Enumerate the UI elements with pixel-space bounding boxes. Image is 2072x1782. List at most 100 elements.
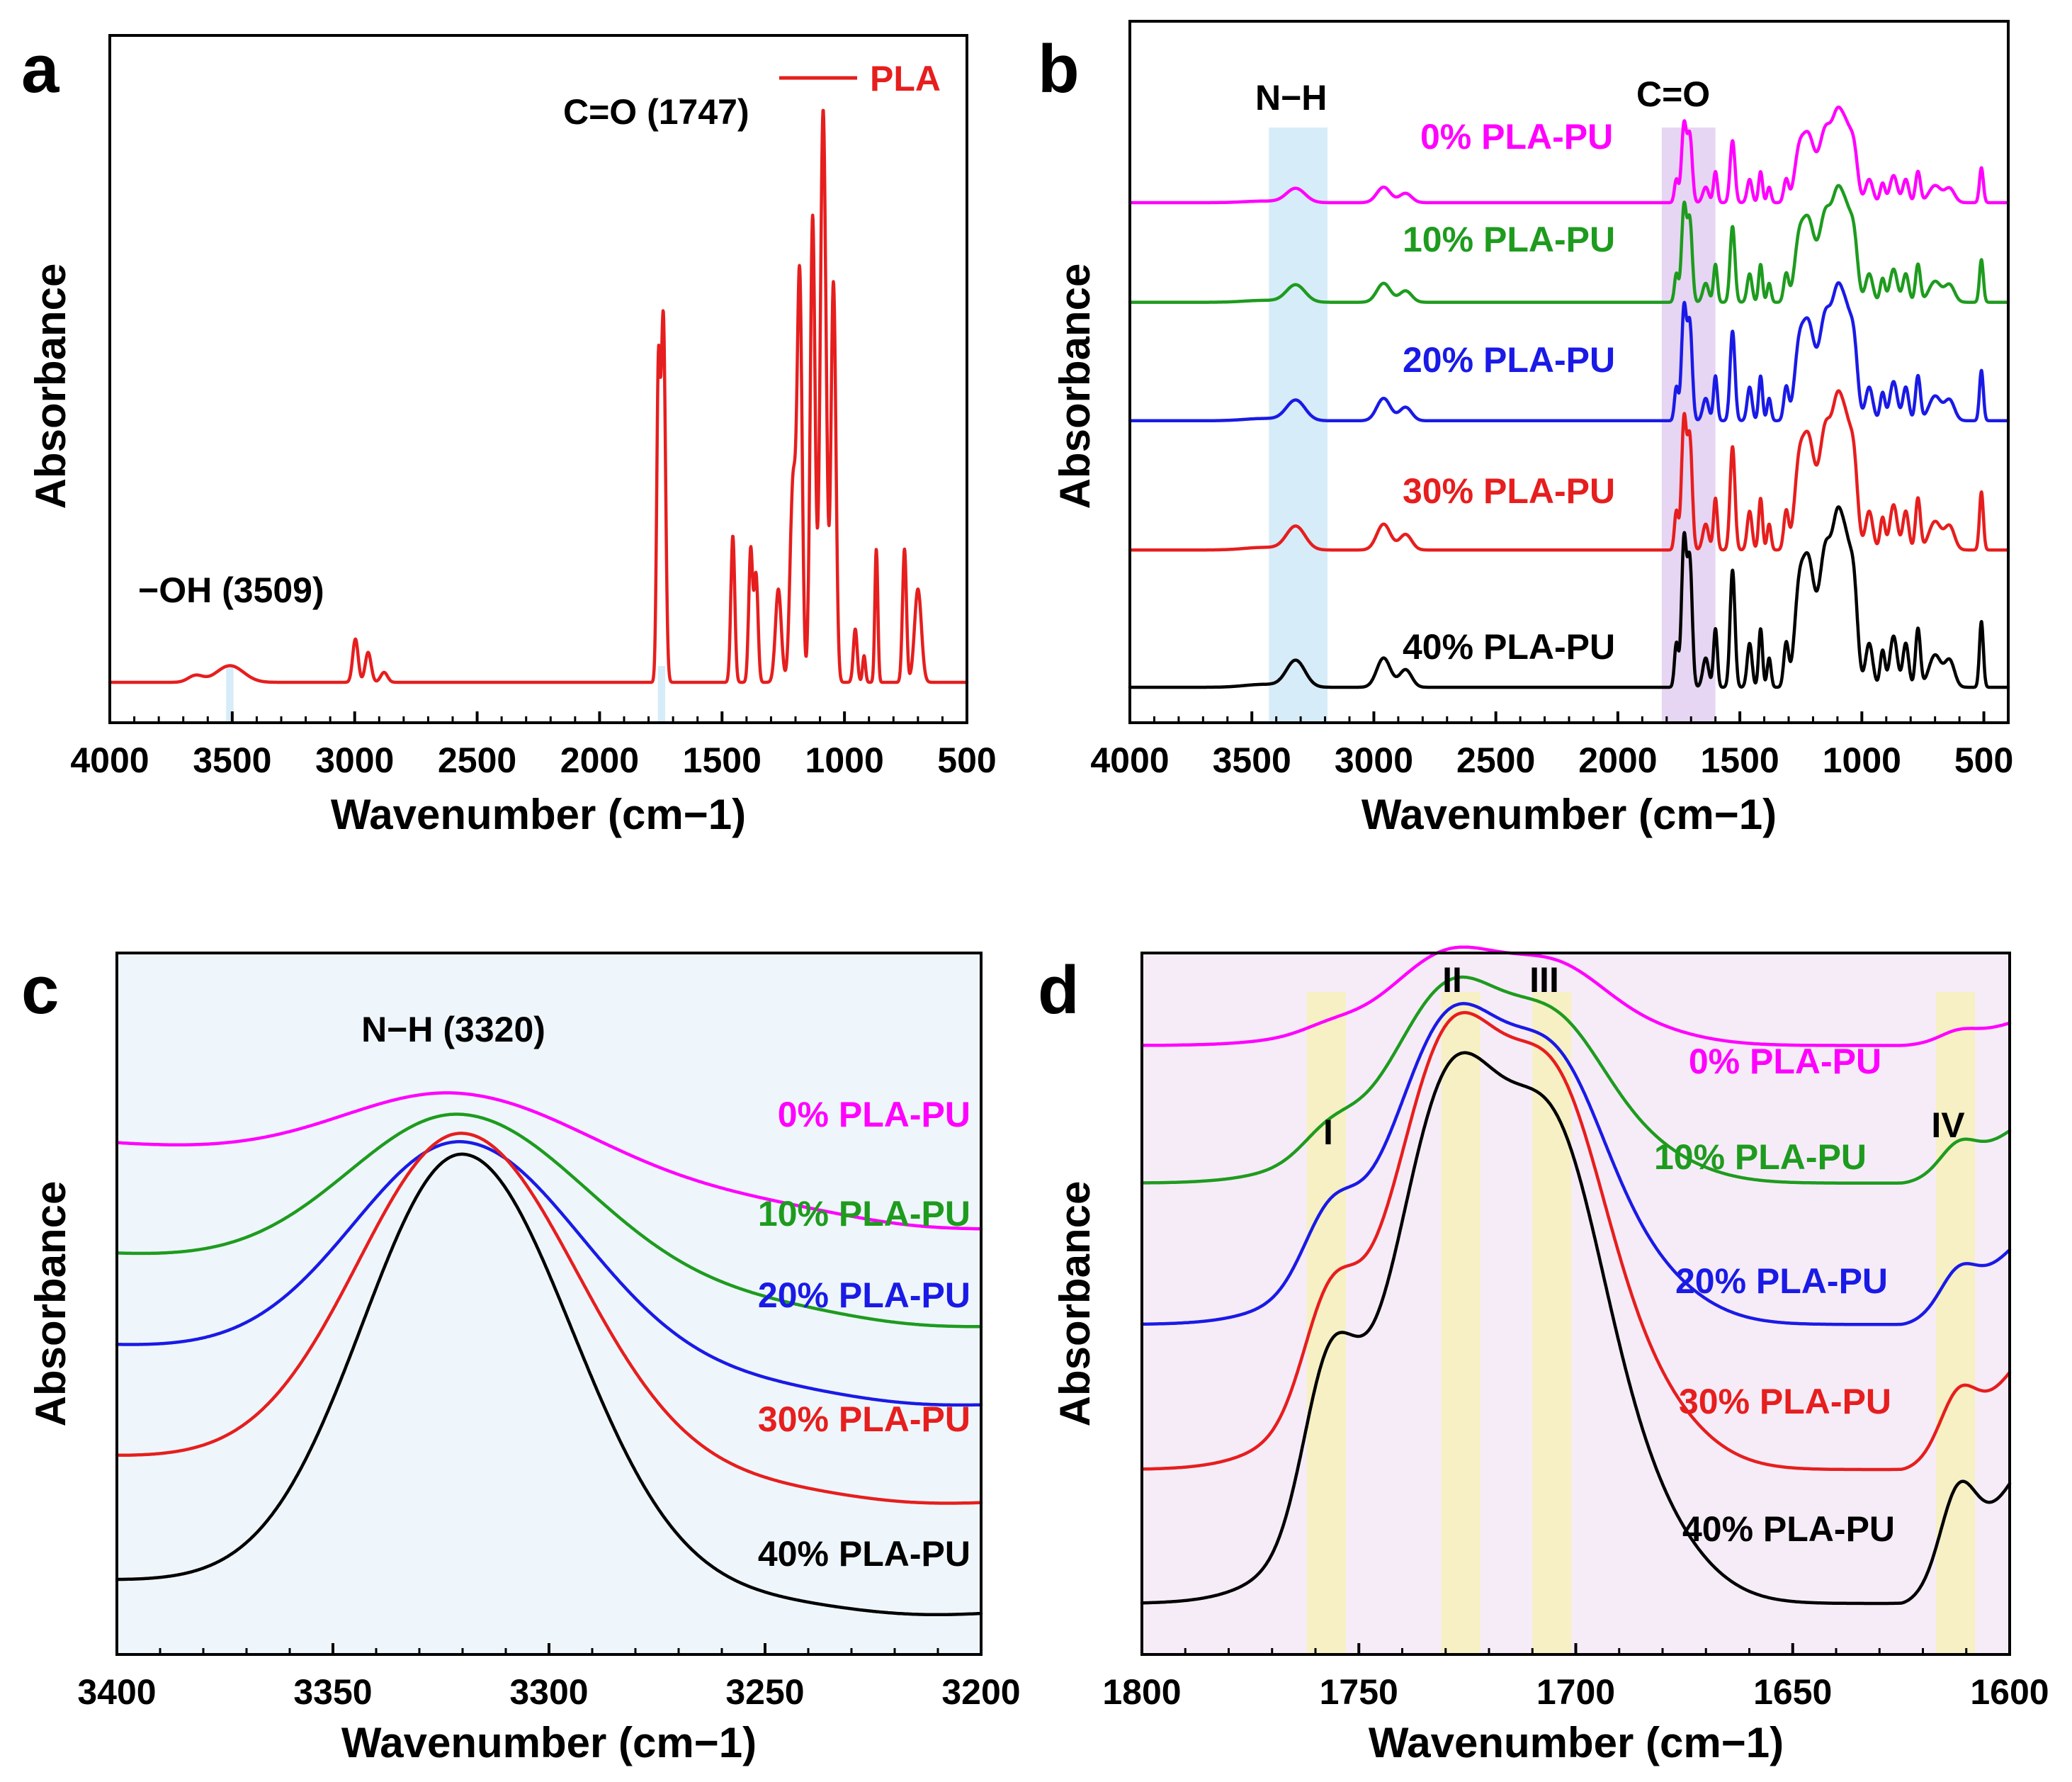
panel-a-curves [108,108,969,684]
panel-b-xlabel: Wavenumber (cm−1) [1361,791,1777,838]
panel-d-tick-label: 1750 [1320,1672,1398,1712]
panel-b-line-20pct [1128,281,2010,423]
panel-d-label-0: 0% PLA-PU [1689,1042,1881,1081]
panel-c-letter: c [21,952,59,1028]
panel-a-line-pla [108,108,969,684]
panel-b-ylabel: Absorbance [1051,264,1099,509]
panel-a-xlabel: Wavenumber (cm−1) [331,791,746,838]
panel-c: c 3400 3350 3300 3250 3200 Wavenumber (cm−1)… [21,952,1021,1766]
panel-d-line-0pct [1140,945,2012,1047]
panel-a-band [226,666,234,723]
panel-b-tick-label: 2000 [1578,740,1657,780]
panel-b-tick-label: 2500 [1456,740,1535,780]
panel-b-band [1269,128,1327,723]
panel-c-line-20pct [115,1140,983,1407]
annotation-co-b: C=O [1636,74,1710,114]
panel-d-label-40: 40% PLA-PU [1682,1509,1895,1549]
panel-a-ylabel: Absorbance [27,264,74,509]
panel-d-background [1142,953,2010,1654]
panel-c-line-40pct [115,1152,983,1617]
panel-b-label-10: 10% PLA-PU [1403,220,1615,259]
panel-d-band [1935,992,1975,1654]
panel-c-curves [115,1091,983,1617]
panel-c-tick-label: 3300 [509,1672,588,1712]
panel-c-label-30: 30% PLA-PU [758,1399,970,1439]
panel-c-background [117,953,981,1654]
panel-a-legend-label: PLA [870,59,941,98]
panel-c-ticks: 3400 3350 3300 3250 3200 [77,1643,1021,1712]
panel-a: a 4000 3500 3000 2500 2000 1500 1000 500 Wavenu… [21,31,997,838]
panel-d-tick-label: 1700 [1536,1672,1615,1712]
panel-b-line-30pct [1128,389,2010,552]
panel-a-tick-label: 3000 [315,740,394,780]
panel-c-tick-label: 3350 [293,1672,372,1712]
annotation-band-ii: II [1442,960,1462,1000]
annotation-band-iv: IV [1931,1105,1965,1145]
panel-d-curves [1140,945,2012,1606]
panel-d-line-40pct [1140,1051,2012,1606]
panel-a-frame [108,34,968,724]
annotation-co: C=O (1747) [563,92,749,132]
panel-d-ylabel: Absorbance [1051,1181,1099,1427]
panel-b-tick-label: 500 [1954,740,2013,780]
panel-d-tick-label: 1650 [1753,1672,1832,1712]
panel-c-tick-label: 3400 [77,1672,156,1712]
panel-b-tick-label: 1500 [1700,740,1779,780]
panel-a-tick-label: 4000 [70,740,149,780]
panel-d-tick-label: 1800 [1102,1672,1181,1712]
panel-a-ticks: 4000 3500 3000 2500 2000 1500 1000 500 [70,711,997,780]
panel-d-letter: d [1038,952,1080,1028]
panel-d-line-20pct [1140,1002,2012,1326]
panel-b-line-10pct [1128,184,2010,304]
panel-d-label-30: 30% PLA-PU [1679,1382,1891,1421]
panel-b-label-30: 30% PLA-PU [1403,471,1615,511]
panel-d-xlabel: Wavenumber (cm−1) [1369,1719,1784,1766]
panel-b-bands [1269,128,1716,723]
annotation-nh-c: N−H (3320) [361,1010,545,1049]
panel-d-band [1532,992,1572,1654]
panel-d-label-20: 20% PLA-PU [1675,1261,1888,1301]
panel-c-label-10: 10% PLA-PU [758,1194,970,1234]
panel-a-letter: a [21,31,60,107]
panel-d: d 1800 1750 1700 1650 1600 Wavenumber (cm−1)… [1038,945,2049,1766]
panel-d-band [1441,992,1481,1654]
panel-a-tick-label: 1500 [683,740,762,780]
panel-a-bands [226,666,666,723]
panel-d-tick-label: 1600 [1970,1672,2049,1712]
panel-c-label-40: 40% PLA-PU [758,1534,970,1574]
panel-b-label-0: 0% PLA-PU [1420,117,1613,157]
panel-b-tick-label: 3500 [1213,740,1291,780]
panel-b-label-40: 40% PLA-PU [1403,627,1615,667]
panel-a-band [657,666,666,723]
panel-d-line-30pct [1140,1010,2012,1472]
panel-c-label-20: 20% PLA-PU [758,1275,970,1315]
panel-a-tick-label: 3500 [193,740,271,780]
panel-c-ylabel: Absorbance [27,1181,74,1427]
panel-b-tick-label: 4000 [1090,740,1169,780]
panel-b-label-20: 20% PLA-PU [1403,340,1615,380]
panel-b: b 4000 3500 3000 2500 2000 1500 1000 500 Wavenu… [1038,20,2013,838]
panel-b-tick-label: 1000 [1823,740,1901,780]
panel-c-line-0pct [115,1091,983,1231]
panel-c-line-30pct [115,1132,983,1505]
panel-d-line-10pct [1140,975,2012,1185]
panel-a-tick-label: 500 [937,740,996,780]
panel-d-bands [1306,992,1975,1654]
panel-b-curves [1128,105,2010,689]
annotation-oh: −OH (3509) [138,570,324,610]
panel-c-tick-label: 3200 [941,1672,1020,1712]
annotation-band-iii: III [1529,960,1559,1000]
panel-d-label-10: 10% PLA-PU [1654,1137,1867,1177]
annotation-band-i: I [1323,1112,1333,1152]
panel-b-band [1661,128,1716,723]
panel-c-label-0: 0% PLA-PU [778,1095,970,1134]
panel-b-letter: b [1038,31,1080,107]
panel-d-ticks: 1800 1750 1700 1650 1600 [1102,1643,2049,1712]
panel-c-tick-label: 3250 [725,1672,804,1712]
annotation-nh-b: N−H [1255,78,1327,118]
panel-b-line-40pct [1128,505,2010,689]
panel-c-xlabel: Wavenumber (cm−1) [341,1719,757,1766]
panel-a-tick-label: 2000 [560,740,639,780]
panel-b-ticks: 4000 3500 3000 2500 2000 1500 1000 500 [1090,711,2013,780]
